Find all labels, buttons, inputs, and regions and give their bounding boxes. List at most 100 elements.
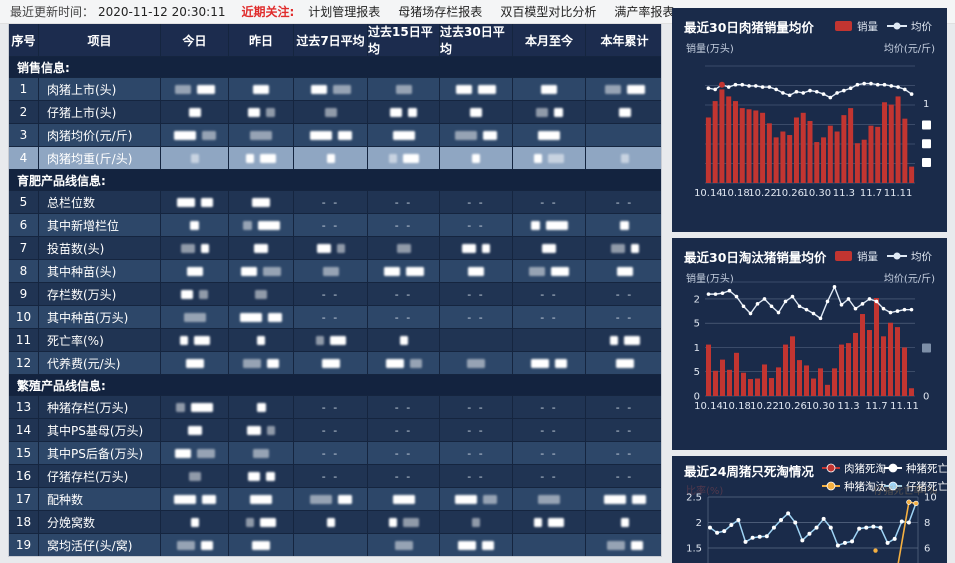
price-point[interactable] — [774, 87, 778, 92]
piglet-death-point[interactable] — [779, 517, 784, 522]
bar[interactable] — [839, 344, 844, 396]
bar[interactable] — [804, 365, 809, 396]
bar[interactable] — [909, 166, 915, 183]
bar[interactable] — [909, 388, 914, 396]
bar[interactable] — [895, 327, 900, 396]
price-point-highlight[interactable] — [718, 81, 725, 88]
piglet-death-point[interactable] — [771, 525, 776, 530]
table-row[interactable]: 8 其中种苗(头) — [9, 260, 661, 283]
bar[interactable] — [776, 367, 781, 396]
piglet-death-point[interactable] — [821, 516, 826, 521]
table-row[interactable]: 12 代养费(元/头) — [9, 352, 661, 375]
bar[interactable] — [854, 143, 860, 183]
table-row[interactable]: 2 仔猪上市(头) — [9, 101, 661, 124]
piglet-death-point[interactable] — [835, 543, 840, 548]
price-point[interactable] — [760, 85, 765, 89]
price-point[interactable] — [713, 87, 717, 92]
price-point[interactable] — [776, 310, 781, 315]
bar[interactable] — [832, 368, 837, 396]
bar[interactable] — [881, 336, 886, 396]
bar[interactable] — [811, 378, 816, 396]
bar[interactable] — [888, 104, 894, 183]
price-point[interactable] — [828, 95, 833, 100]
bar[interactable] — [793, 117, 799, 183]
price-point[interactable] — [733, 82, 738, 87]
table-row[interactable]: 19 窝均活仔(头/窝) — [9, 534, 661, 556]
table-row[interactable]: 15 其中PS后备(万头) - - - - - - - - - - — [9, 442, 661, 465]
piglet-death-point[interactable] — [793, 520, 798, 525]
piglet-death-point[interactable] — [736, 517, 741, 522]
table-row[interactable]: 10 其中种苗(万头) - - - - - - - - - - — [9, 306, 661, 329]
table-row[interactable]: 1 肉猪上市(头) — [9, 78, 661, 101]
bar[interactable] — [773, 137, 779, 183]
table-row[interactable]: 7 投苗数(头) — [9, 237, 661, 260]
bar[interactable] — [780, 131, 786, 183]
price-point[interactable] — [835, 91, 839, 95]
price-point[interactable] — [797, 304, 802, 309]
legend-bar-swatch[interactable] — [835, 21, 852, 31]
piglet-death-point[interactable] — [892, 536, 897, 541]
bar[interactable] — [902, 118, 908, 183]
price-point[interactable] — [853, 306, 858, 311]
price-point[interactable] — [862, 81, 866, 86]
piglet-death-point[interactable] — [814, 525, 819, 530]
price-point[interactable] — [842, 88, 846, 93]
bar[interactable] — [875, 126, 881, 183]
price-point[interactable] — [889, 84, 894, 88]
price-point[interactable] — [825, 299, 830, 304]
price-point[interactable] — [902, 307, 907, 312]
table-row[interactable]: 13 种猪存栏(万头) - - - - - - - - - - — [9, 396, 661, 419]
price-point[interactable] — [706, 86, 711, 91]
legend-bar-swatch[interactable] — [835, 251, 852, 261]
price-point[interactable] — [706, 292, 711, 296]
bar[interactable] — [814, 142, 820, 183]
bar[interactable] — [825, 384, 830, 396]
table-row[interactable]: 5 总栏位数 - - - - - - - - - - — [9, 191, 661, 214]
piglet-death-point[interactable] — [750, 535, 755, 540]
price-point[interactable] — [882, 82, 887, 87]
piglet-death-point[interactable] — [857, 526, 862, 531]
price-point[interactable] — [713, 292, 718, 296]
price-point[interactable] — [781, 91, 785, 95]
price-point[interactable] — [895, 309, 900, 313]
table-row[interactable]: 18 分娩窝数 — [9, 511, 661, 534]
bar[interactable] — [760, 112, 766, 183]
price-point[interactable] — [794, 89, 799, 94]
bar[interactable] — [787, 135, 793, 183]
table-row[interactable]: 17 配种数 — [9, 488, 661, 511]
bar[interactable] — [868, 125, 874, 183]
piglet-death-point[interactable] — [729, 523, 734, 528]
bar[interactable] — [732, 101, 738, 183]
price-point[interactable] — [767, 85, 772, 89]
price-point[interactable] — [909, 92, 914, 96]
legend-line-dot[interactable] — [893, 22, 901, 30]
price-point[interactable] — [811, 311, 816, 316]
piglet-death-point[interactable] — [757, 534, 762, 539]
piglet-death-point[interactable] — [800, 538, 805, 543]
price-point[interactable] — [860, 302, 865, 306]
table-row[interactable]: 16 仔猪存栏(万头) - - - - - - - - - - — [9, 465, 661, 488]
piglet-death-point[interactable] — [722, 529, 727, 534]
price-point[interactable] — [875, 82, 880, 87]
bar[interactable] — [762, 364, 767, 396]
piglet-death-point[interactable] — [878, 525, 883, 530]
table-row[interactable]: 3 肉猪均价(元/斤) — [9, 124, 661, 147]
bar[interactable] — [706, 344, 711, 396]
table-row[interactable]: 11 死亡率(%) — [9, 329, 661, 352]
legend-dot[interactable] — [888, 481, 898, 491]
price-point[interactable] — [846, 297, 851, 301]
bar[interactable] — [846, 343, 851, 396]
price-point[interactable] — [896, 85, 900, 89]
piglet-death-point[interactable] — [743, 539, 748, 544]
piglet-death-point[interactable] — [708, 525, 712, 530]
legend-dot[interactable] — [826, 481, 836, 491]
bar[interactable] — [769, 378, 774, 396]
bar[interactable] — [848, 108, 854, 183]
price-point[interactable] — [874, 299, 879, 304]
bar[interactable] — [860, 314, 865, 396]
price-point[interactable] — [747, 84, 751, 88]
bar[interactable] — [818, 368, 823, 396]
price-point[interactable] — [727, 288, 732, 293]
bar[interactable] — [882, 102, 888, 183]
bar[interactable] — [705, 117, 711, 183]
